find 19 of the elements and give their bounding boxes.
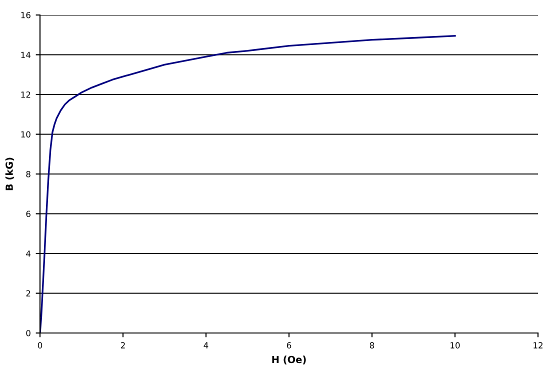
y-tick-label: 14 — [21, 52, 31, 58]
y-tick-label: 6 — [26, 210, 30, 218]
x-tick-label: 10 — [450, 342, 460, 348]
y-tick-label: 12 — [21, 91, 30, 98]
x-axis-title: H (Oe) — [272, 356, 306, 364]
x-tick-label: 0 — [38, 342, 42, 348]
x-tick-label: 4 — [204, 342, 208, 348]
y-tick-label: 16 — [21, 12, 30, 18]
x-tick-label: 6 — [286, 342, 292, 348]
y-tick-label: 2 — [26, 290, 30, 296]
y-tick-label: 0 — [26, 330, 30, 336]
y-tick-label: 4 — [26, 250, 31, 257]
y-tick-label: 10 — [21, 131, 30, 138]
y-tick-label: 8 — [26, 170, 30, 178]
line-series — [40, 35, 456, 333]
x-tick-label: 12 — [534, 342, 542, 348]
y-axis-title: B (kG) — [5, 158, 14, 190]
x-tick-label: 8 — [370, 342, 374, 348]
x-tick-label: 2 — [120, 342, 125, 348]
